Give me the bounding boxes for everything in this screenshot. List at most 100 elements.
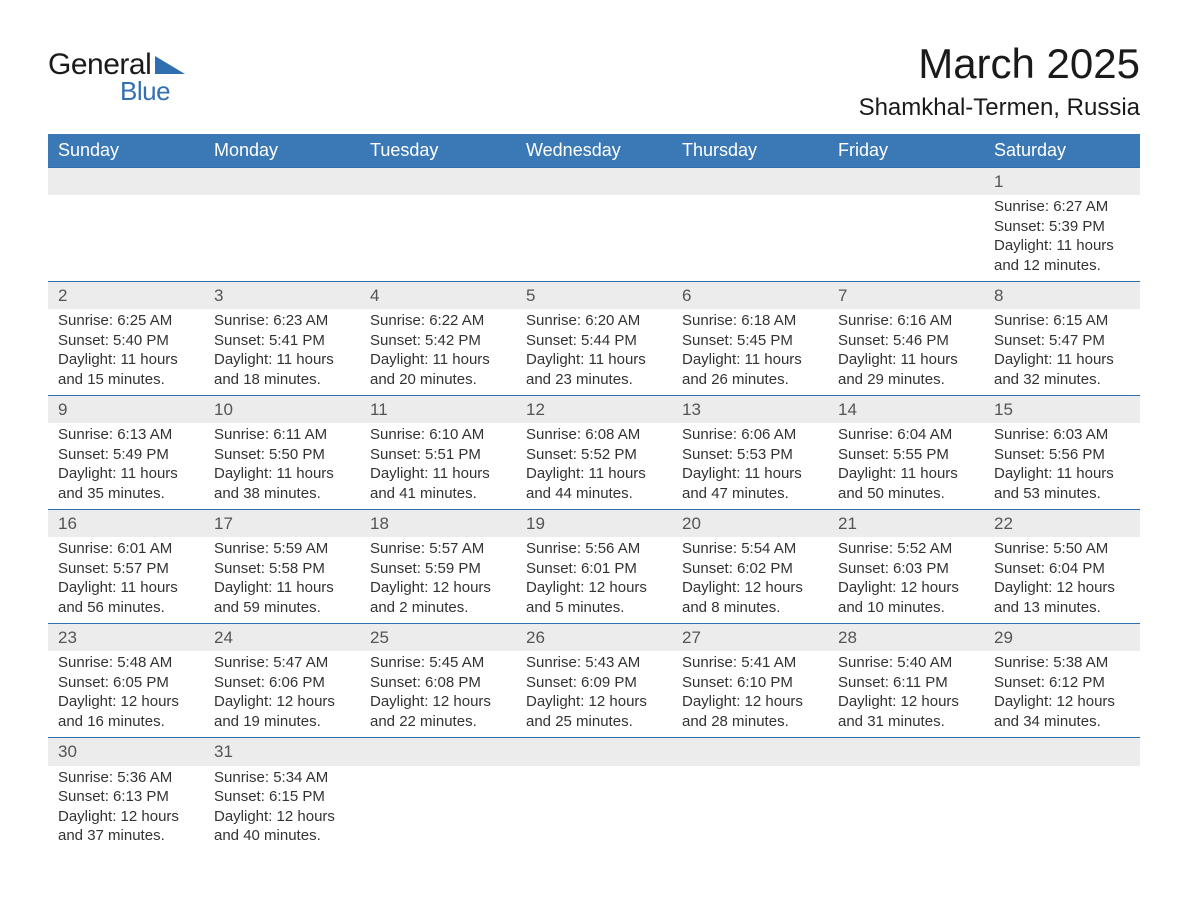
day-body-cell: Sunrise: 5:56 AMSunset: 6:01 PMDaylight:… [516, 537, 672, 624]
day-day2: and 56 minutes. [58, 598, 194, 618]
day-number-cell: 23 [48, 624, 204, 652]
day-body-cell: Sunrise: 5:36 AMSunset: 6:13 PMDaylight:… [48, 766, 204, 852]
table-row: 2345678 [48, 282, 1140, 310]
day-sunset: Sunset: 6:11 PM [838, 673, 974, 693]
day-body-cell: Sunrise: 6:15 AMSunset: 5:47 PMDaylight:… [984, 309, 1140, 396]
day-sunset: Sunset: 5:58 PM [214, 559, 350, 579]
day-body-cell: Sunrise: 6:16 AMSunset: 5:46 PMDaylight:… [828, 309, 984, 396]
table-row: 3031 [48, 738, 1140, 766]
day-number-cell [984, 738, 1140, 766]
day-day1: Daylight: 12 hours [994, 692, 1130, 712]
day-number-cell: 3 [204, 282, 360, 310]
day-day1: Daylight: 11 hours [214, 464, 350, 484]
day-sunrise: Sunrise: 5:43 AM [526, 653, 662, 673]
table-row: Sunrise: 6:13 AMSunset: 5:49 PMDaylight:… [48, 423, 1140, 510]
day-number: 15 [984, 396, 1140, 423]
day-sunrise: Sunrise: 5:41 AM [682, 653, 818, 673]
day-number: 14 [828, 396, 984, 423]
day-number-cell [360, 168, 516, 196]
header: General Blue March 2025 Shamkhal-Termen,… [48, 40, 1140, 122]
day-number-cell: 9 [48, 396, 204, 424]
day-sunrise: Sunrise: 5:38 AM [994, 653, 1130, 673]
day-day1: Daylight: 11 hours [526, 464, 662, 484]
day-day2: and 34 minutes. [994, 712, 1130, 732]
day-number-cell: 21 [828, 510, 984, 538]
day-day2: and 59 minutes. [214, 598, 350, 618]
weekday-header: Tuesday [360, 134, 516, 168]
day-sunset: Sunset: 6:13 PM [58, 787, 194, 807]
day-day2: and 29 minutes. [838, 370, 974, 390]
day-number-cell: 4 [360, 282, 516, 310]
table-row: Sunrise: 6:25 AMSunset: 5:40 PMDaylight:… [48, 309, 1140, 396]
day-sunrise: Sunrise: 6:27 AM [994, 197, 1130, 217]
day-sunrise: Sunrise: 6:20 AM [526, 311, 662, 331]
table-row: 9101112131415 [48, 396, 1140, 424]
weekday-header: Saturday [984, 134, 1140, 168]
table-row: Sunrise: 6:27 AMSunset: 5:39 PMDaylight:… [48, 195, 1140, 282]
day-sunset: Sunset: 6:04 PM [994, 559, 1130, 579]
day-sunrise: Sunrise: 6:01 AM [58, 539, 194, 559]
table-row: Sunrise: 5:48 AMSunset: 6:05 PMDaylight:… [48, 651, 1140, 738]
day-number: 1 [984, 168, 1140, 195]
day-day1: Daylight: 12 hours [526, 578, 662, 598]
day-sunrise: Sunrise: 5:52 AM [838, 539, 974, 559]
day-sunrise: Sunrise: 6:08 AM [526, 425, 662, 445]
day-body-cell [360, 195, 516, 282]
day-day1: Daylight: 12 hours [58, 692, 194, 712]
day-sunrise: Sunrise: 5:50 AM [994, 539, 1130, 559]
day-number-cell: 11 [360, 396, 516, 424]
day-body-cell: Sunrise: 6:22 AMSunset: 5:42 PMDaylight:… [360, 309, 516, 396]
day-number-cell [516, 168, 672, 196]
day-body-cell [828, 766, 984, 852]
table-row: 23242526272829 [48, 624, 1140, 652]
day-number-cell [828, 168, 984, 196]
day-sunset: Sunset: 5:41 PM [214, 331, 350, 351]
day-day2: and 26 minutes. [682, 370, 818, 390]
day-number: 27 [672, 624, 828, 651]
day-number-cell: 20 [672, 510, 828, 538]
day-number-cell: 7 [828, 282, 984, 310]
day-day1: Daylight: 11 hours [994, 464, 1130, 484]
day-number-cell: 25 [360, 624, 516, 652]
day-number: 17 [204, 510, 360, 537]
day-sunset: Sunset: 5:46 PM [838, 331, 974, 351]
day-day2: and 41 minutes. [370, 484, 506, 504]
day-day2: and 31 minutes. [838, 712, 974, 732]
day-number: 23 [48, 624, 204, 651]
day-day2: and 10 minutes. [838, 598, 974, 618]
day-day1: Daylight: 12 hours [370, 578, 506, 598]
day-number: 2 [48, 282, 204, 309]
day-day2: and 37 minutes. [58, 826, 194, 846]
day-day2: and 22 minutes. [370, 712, 506, 732]
day-body-cell: Sunrise: 6:11 AMSunset: 5:50 PMDaylight:… [204, 423, 360, 510]
day-sunrise: Sunrise: 5:47 AM [214, 653, 350, 673]
day-sunset: Sunset: 6:08 PM [370, 673, 506, 693]
day-body-cell [984, 766, 1140, 852]
day-day1: Daylight: 11 hours [682, 464, 818, 484]
day-sunrise: Sunrise: 5:36 AM [58, 768, 194, 788]
day-sunrise: Sunrise: 5:54 AM [682, 539, 818, 559]
day-number: 5 [516, 282, 672, 309]
day-body-cell: Sunrise: 5:41 AMSunset: 6:10 PMDaylight:… [672, 651, 828, 738]
day-body-cell: Sunrise: 6:25 AMSunset: 5:40 PMDaylight:… [48, 309, 204, 396]
day-day2: and 38 minutes. [214, 484, 350, 504]
day-body-cell: Sunrise: 6:18 AMSunset: 5:45 PMDaylight:… [672, 309, 828, 396]
day-body-cell: Sunrise: 5:50 AMSunset: 6:04 PMDaylight:… [984, 537, 1140, 624]
day-sunrise: Sunrise: 6:18 AM [682, 311, 818, 331]
day-sunrise: Sunrise: 6:11 AM [214, 425, 350, 445]
day-sunset: Sunset: 5:53 PM [682, 445, 818, 465]
day-day1: Daylight: 11 hours [370, 350, 506, 370]
day-number: 4 [360, 282, 516, 309]
day-day1: Daylight: 12 hours [526, 692, 662, 712]
day-sunset: Sunset: 5:51 PM [370, 445, 506, 465]
weekday-header: Friday [828, 134, 984, 168]
day-sunset: Sunset: 6:09 PM [526, 673, 662, 693]
day-sunset: Sunset: 5:44 PM [526, 331, 662, 351]
day-body-cell: Sunrise: 5:40 AMSunset: 6:11 PMDaylight:… [828, 651, 984, 738]
day-sunset: Sunset: 5:52 PM [526, 445, 662, 465]
day-number-cell: 2 [48, 282, 204, 310]
day-number: 11 [360, 396, 516, 423]
day-sunset: Sunset: 6:05 PM [58, 673, 194, 693]
day-number-cell: 8 [984, 282, 1140, 310]
day-sunset: Sunset: 5:59 PM [370, 559, 506, 579]
